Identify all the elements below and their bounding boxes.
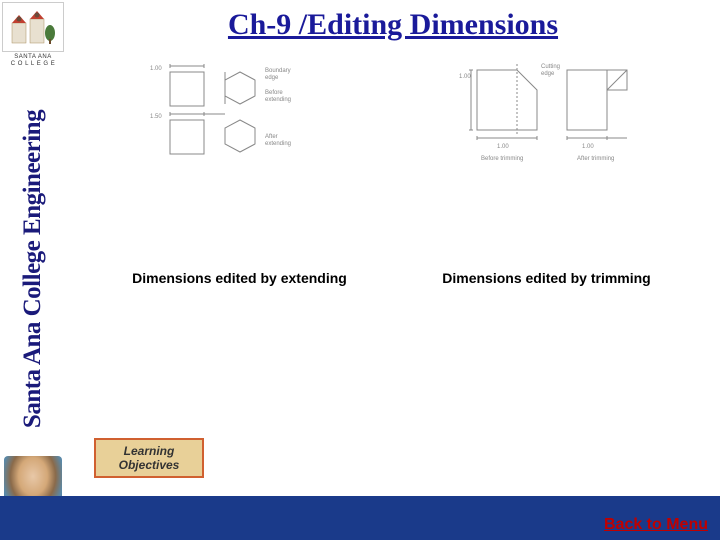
svg-text:edge: edge	[265, 75, 279, 81]
captions-row: Dimensions edited by extending Dimension…	[66, 270, 720, 286]
vertical-title: Santa Ana College Engineering	[8, 74, 58, 464]
figure-extending: 1.00 1.50 Boundary edge Before extending	[130, 60, 350, 170]
logo-caption: SANTA ANA C O L L E G E	[0, 54, 66, 67]
svg-text:Before trimming: Before trimming	[481, 156, 523, 162]
learning-objectives-label: Learning Objectives	[119, 444, 180, 473]
svg-text:Cutting: Cutting	[541, 64, 560, 70]
caption-extending: Dimensions edited by extending	[100, 270, 380, 286]
svg-text:1.50: 1.50	[150, 114, 162, 120]
svg-text:1.00: 1.00	[459, 74, 471, 80]
learning-objectives-button[interactable]: Learning Objectives	[94, 438, 204, 478]
svg-text:After: After	[265, 134, 278, 140]
svg-text:extending: extending	[265, 141, 291, 147]
back-to-menu-link[interactable]: Back to Menu	[604, 516, 708, 534]
page-title: Ch-9 /Editing Dimensions	[66, 8, 720, 42]
college-logo	[2, 2, 64, 52]
svg-text:1.00: 1.00	[497, 144, 509, 150]
caption-trimming: Dimensions edited by trimming	[407, 270, 687, 286]
logo-icon	[8, 9, 58, 45]
vertical-title-text: Santa Ana College Engineering	[19, 110, 47, 428]
figures-row: 1.00 1.50 Boundary edge Before extending	[66, 60, 720, 170]
svg-text:edge: edge	[541, 71, 555, 77]
svg-text:extending: extending	[265, 97, 291, 103]
logo-caption-line1: SANTA ANA	[0, 54, 66, 61]
extending-diagram: 1.00 1.50 Boundary edge Before extending	[130, 60, 350, 170]
svg-text:Boundary: Boundary	[265, 68, 291, 74]
sidebar: SANTA ANA C O L L E G E Santa Ana Colleg…	[0, 0, 66, 540]
trimming-diagram: 1.00 1.00 1.00 Cutting edge	[437, 60, 657, 170]
figure-trimming: 1.00 1.00 1.00 Cutting edge	[437, 60, 657, 170]
logo-caption-line2: C O L L E G E	[0, 61, 66, 68]
content-area: Ch-9 /Editing Dimensions 1.00 1.50	[66, 0, 720, 540]
svg-text:Before: Before	[265, 90, 283, 96]
svg-text:1.00: 1.00	[582, 144, 594, 150]
svg-text:After trimming: After trimming	[577, 156, 614, 162]
svg-text:1.00: 1.00	[150, 66, 162, 72]
